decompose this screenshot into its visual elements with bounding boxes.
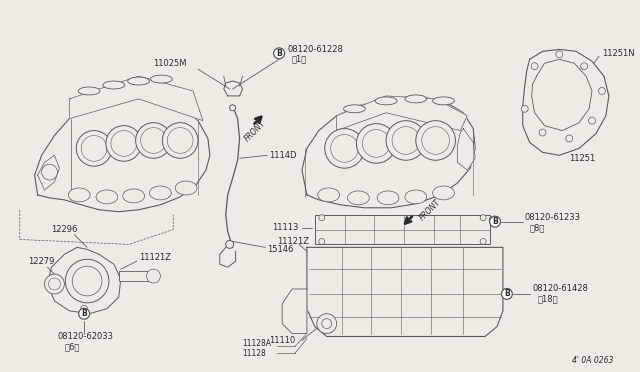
Ellipse shape — [405, 190, 427, 204]
Circle shape — [556, 51, 563, 58]
Text: 11251N: 11251N — [602, 49, 634, 58]
Text: 4' 0A 0263: 4' 0A 0263 — [572, 356, 614, 365]
Circle shape — [65, 259, 109, 303]
Ellipse shape — [150, 75, 172, 83]
Circle shape — [319, 215, 324, 221]
Ellipse shape — [150, 186, 172, 200]
Circle shape — [589, 117, 595, 124]
Ellipse shape — [318, 188, 340, 202]
Ellipse shape — [375, 97, 397, 105]
Circle shape — [502, 291, 508, 297]
Polygon shape — [302, 96, 476, 208]
Text: 11025M: 11025M — [154, 59, 187, 68]
Ellipse shape — [78, 87, 100, 95]
Ellipse shape — [433, 186, 454, 200]
Polygon shape — [307, 247, 503, 337]
Circle shape — [539, 129, 546, 136]
Polygon shape — [47, 247, 121, 314]
Text: B: B — [276, 49, 282, 58]
Text: 1114D: 1114D — [269, 151, 297, 160]
Polygon shape — [69, 76, 203, 121]
Text: 11251: 11251 — [569, 154, 595, 163]
Text: （8）: （8） — [530, 223, 545, 232]
Ellipse shape — [128, 77, 150, 85]
Ellipse shape — [96, 190, 118, 204]
Circle shape — [386, 121, 426, 160]
Polygon shape — [35, 99, 210, 212]
Circle shape — [79, 308, 90, 319]
Circle shape — [598, 87, 605, 94]
Circle shape — [319, 238, 324, 244]
Text: 08120-61428: 08120-61428 — [532, 285, 589, 294]
Polygon shape — [523, 49, 609, 155]
Polygon shape — [532, 59, 592, 131]
Ellipse shape — [377, 191, 399, 205]
Ellipse shape — [405, 95, 427, 103]
Text: （18）: （18） — [538, 294, 558, 303]
Text: （6）: （6） — [65, 342, 80, 351]
Polygon shape — [337, 96, 467, 131]
Text: 12296: 12296 — [51, 225, 78, 234]
Bar — [119, 271, 154, 281]
Circle shape — [416, 121, 456, 160]
Circle shape — [274, 48, 285, 59]
Text: 08120-62033: 08120-62033 — [58, 332, 113, 341]
Circle shape — [226, 240, 234, 248]
Circle shape — [230, 105, 236, 111]
Circle shape — [531, 63, 538, 70]
Circle shape — [356, 124, 396, 163]
Text: FRONT: FRONT — [243, 118, 268, 143]
Polygon shape — [282, 289, 307, 334]
Text: B: B — [504, 289, 510, 298]
Text: 11128A: 11128A — [243, 339, 271, 348]
Text: B: B — [81, 309, 87, 318]
Circle shape — [42, 164, 58, 180]
Circle shape — [136, 123, 172, 158]
Ellipse shape — [433, 97, 454, 105]
Circle shape — [147, 269, 161, 283]
Ellipse shape — [344, 105, 365, 113]
Circle shape — [521, 105, 528, 112]
Text: B: B — [492, 217, 498, 226]
Text: 15146: 15146 — [268, 245, 294, 254]
Ellipse shape — [123, 189, 145, 203]
Ellipse shape — [175, 181, 197, 195]
Circle shape — [480, 238, 486, 244]
Ellipse shape — [103, 81, 125, 89]
Text: 11128: 11128 — [243, 349, 266, 358]
Text: 08120-61233: 08120-61233 — [525, 213, 580, 222]
Text: 12279: 12279 — [28, 257, 54, 266]
Circle shape — [480, 215, 486, 221]
Polygon shape — [38, 155, 60, 190]
Circle shape — [76, 131, 112, 166]
Circle shape — [317, 314, 337, 334]
Circle shape — [163, 123, 198, 158]
Circle shape — [45, 274, 65, 294]
Circle shape — [489, 217, 495, 222]
Circle shape — [580, 63, 588, 70]
Text: 11113: 11113 — [272, 223, 299, 232]
Circle shape — [566, 135, 573, 142]
Text: （1）: （1） — [292, 55, 307, 64]
Polygon shape — [458, 129, 476, 170]
Circle shape — [324, 129, 364, 168]
Circle shape — [502, 288, 513, 299]
Text: FRONT: FRONT — [418, 198, 442, 222]
Text: 11121Z: 11121Z — [139, 253, 171, 262]
Text: 11110: 11110 — [269, 336, 296, 345]
Circle shape — [106, 126, 141, 161]
Circle shape — [49, 278, 60, 290]
Bar — [315, 215, 490, 244]
Circle shape — [81, 305, 88, 312]
Ellipse shape — [68, 188, 90, 202]
Circle shape — [72, 266, 102, 296]
Ellipse shape — [348, 191, 369, 205]
Text: 08120-61228: 08120-61228 — [287, 45, 343, 54]
Circle shape — [322, 319, 332, 328]
Circle shape — [490, 216, 500, 227]
Text: 11121Z: 11121Z — [277, 237, 309, 246]
